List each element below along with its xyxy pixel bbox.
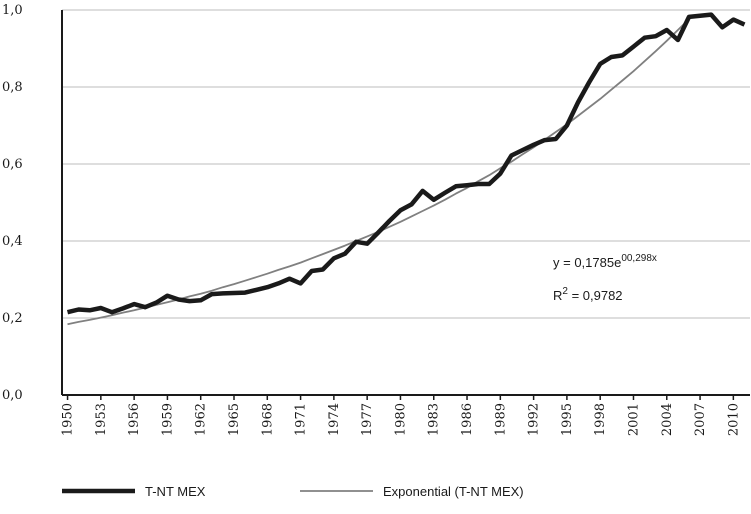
x-tick-label: 1953 bbox=[94, 403, 109, 436]
x-tick-label: 2010 bbox=[726, 403, 741, 436]
trend-equation: y = 0,1785e00,298x bbox=[553, 253, 657, 270]
x-tick-label: 1965 bbox=[227, 403, 242, 436]
x-tick-label: 1986 bbox=[460, 403, 475, 436]
x-tick-label: 1992 bbox=[527, 403, 542, 436]
x-tick-label: 1980 bbox=[393, 403, 408, 436]
r-squared-power: 2 bbox=[562, 286, 568, 297]
x-tick-label: 2001 bbox=[626, 403, 641, 436]
x-tick-label: 1974 bbox=[327, 403, 342, 436]
x-tick-label: 1995 bbox=[560, 403, 575, 436]
equation-base: y = 0,1785e bbox=[553, 255, 621, 270]
x-tick-label: 1968 bbox=[260, 403, 275, 436]
x-tick-label: 2004 bbox=[660, 403, 675, 436]
equation-exponent: 00,298x bbox=[621, 253, 657, 264]
r-squared: R2 = 0,9782 bbox=[553, 286, 623, 303]
y-tick-label: 0,6 bbox=[2, 157, 23, 172]
x-tick-label: 1956 bbox=[127, 403, 142, 436]
x-tick-label: 2007 bbox=[693, 403, 708, 436]
y-tick-label: 0,4 bbox=[2, 234, 23, 249]
x-tick-label: 1998 bbox=[593, 403, 608, 436]
y-tick-label: 0,0 bbox=[2, 388, 23, 403]
y-tick-label: 1,0 bbox=[2, 3, 23, 18]
x-tick-label: 1989 bbox=[493, 403, 508, 436]
legend-label: Exponential (T-NT MEX) bbox=[383, 484, 524, 499]
legend-label: T-NT MEX bbox=[145, 484, 206, 499]
series-line bbox=[67, 18, 690, 326]
y-tick-label: 0,2 bbox=[2, 311, 23, 326]
x-tick-label: 1983 bbox=[427, 403, 442, 436]
x-tick-label: 1971 bbox=[294, 403, 309, 436]
y-tick-label: 0,8 bbox=[2, 80, 23, 95]
r-squared-value: = 0,9782 bbox=[568, 288, 623, 303]
x-tick-label: 1977 bbox=[360, 403, 375, 436]
x-tick-label: 1962 bbox=[194, 403, 209, 436]
r-squared-base: R bbox=[553, 288, 562, 303]
x-tick-label: 1959 bbox=[160, 403, 175, 436]
series-line bbox=[66, 12, 746, 315]
x-tick-label: 1950 bbox=[61, 403, 76, 436]
